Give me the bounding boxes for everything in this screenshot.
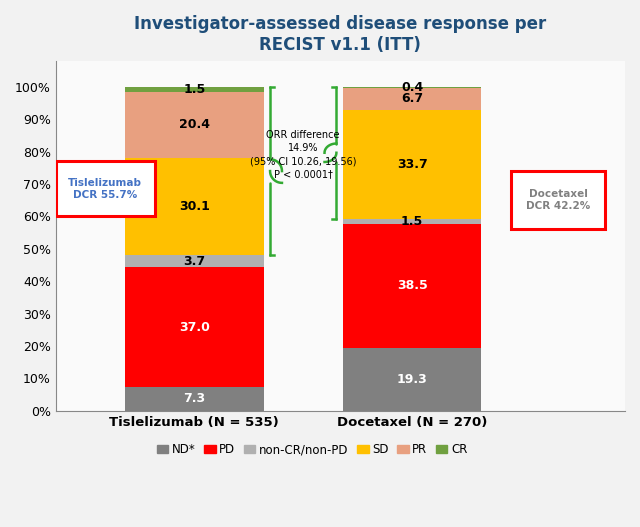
Text: 20.4: 20.4 <box>179 118 210 131</box>
Bar <box>125 158 264 255</box>
Bar <box>125 255 264 267</box>
Bar <box>125 92 264 158</box>
Title: Investigator-assessed disease response per
RECIST v1.1 (ITT): Investigator-assessed disease response p… <box>134 15 547 54</box>
Bar <box>343 348 481 411</box>
Bar <box>125 387 264 411</box>
Bar <box>343 110 481 219</box>
Bar <box>125 87 264 92</box>
Bar <box>343 86 481 88</box>
Text: 19.3: 19.3 <box>397 373 428 386</box>
Text: 30.1: 30.1 <box>179 200 210 213</box>
Text: ORR difference
14.9%
(95% CI 10.26, 19.56)
P < 0.0001†: ORR difference 14.9% (95% CI 10.26, 19.5… <box>250 130 356 180</box>
Text: 3.7: 3.7 <box>183 255 205 268</box>
Text: 33.7: 33.7 <box>397 158 428 171</box>
FancyBboxPatch shape <box>511 171 605 229</box>
Bar <box>343 219 481 223</box>
Text: 0.4: 0.4 <box>401 81 423 94</box>
Bar <box>343 88 481 110</box>
Text: Docetaxel
DCR 42.2%: Docetaxel DCR 42.2% <box>526 189 590 211</box>
Text: Tislelizumab
DCR 55.7%: Tislelizumab DCR 55.7% <box>68 178 142 200</box>
Text: 1.5: 1.5 <box>183 83 205 96</box>
Text: 7.3: 7.3 <box>183 393 205 405</box>
Text: 6.7: 6.7 <box>401 92 423 105</box>
Text: 38.5: 38.5 <box>397 279 428 292</box>
Bar <box>343 223 481 348</box>
Bar <box>125 267 264 387</box>
Legend: ND*, PD, non-CR/non-PD, SD, PR, CR: ND*, PD, non-CR/non-PD, SD, PR, CR <box>152 438 472 461</box>
Text: 37.0: 37.0 <box>179 321 210 334</box>
FancyBboxPatch shape <box>56 161 155 217</box>
Text: 1.5: 1.5 <box>401 214 423 228</box>
